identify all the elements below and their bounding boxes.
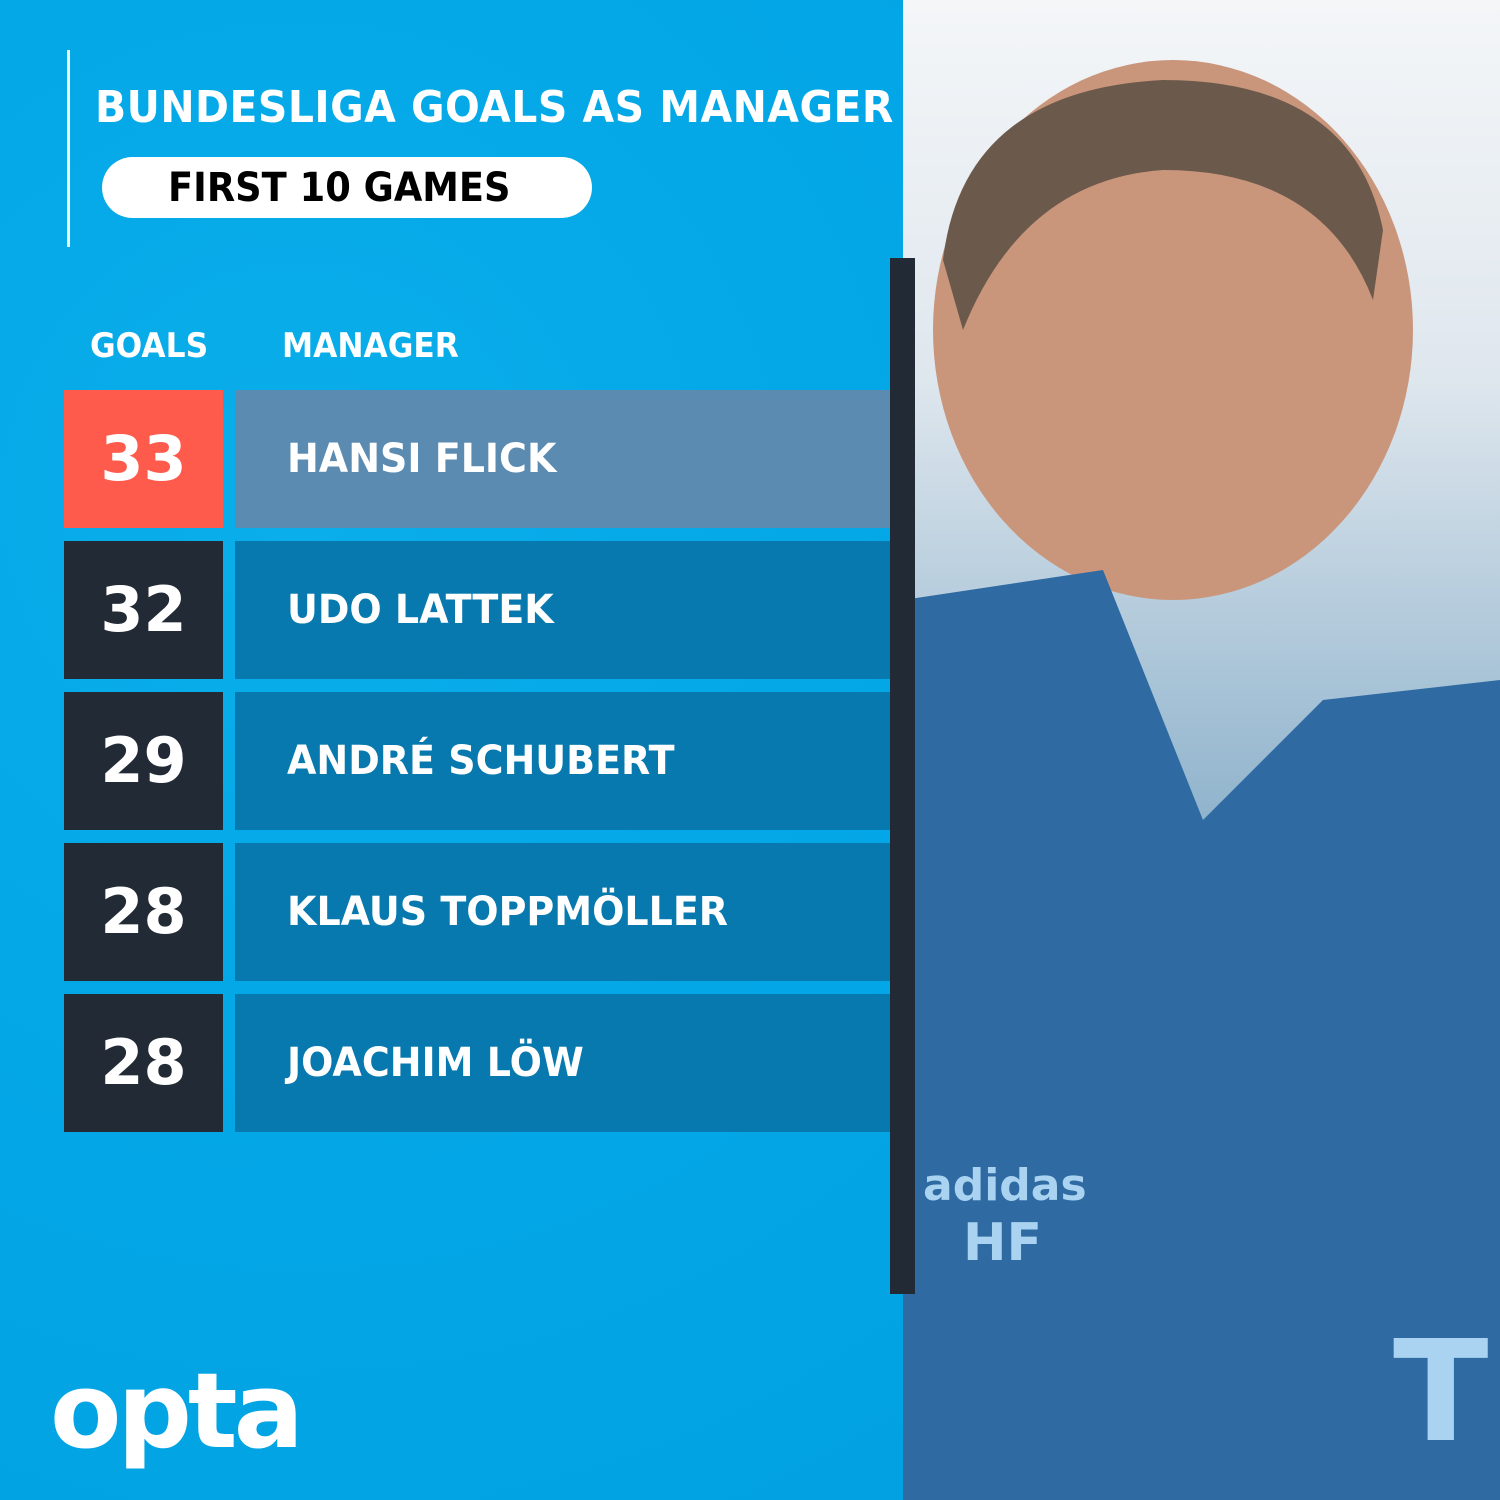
sponsor-logo: T (1393, 1311, 1489, 1474)
table-row: 33 HANSI FLICK (64, 390, 890, 528)
manager-name-box: HANSI FLICK (235, 390, 890, 528)
table-row: 29 ANDRÉ SCHUBERT (64, 692, 890, 830)
jacket-brand-text: adidas (923, 1160, 1087, 1211)
opta-logo: opta (50, 1350, 304, 1472)
manager-name: JOACHIM LÖW (287, 1040, 584, 1086)
subtitle: FIRST 10 GAMES (168, 165, 511, 211)
hair-shape (943, 80, 1383, 330)
manager-name: HANSI FLICK (287, 436, 557, 482)
table-row: 28 KLAUS TOPPMÖLLER (64, 843, 890, 981)
table-row: 32 UDO LATTEK (64, 541, 890, 679)
jacket-shape (903, 570, 1500, 1500)
manager-name: ANDRÉ SCHUBERT (287, 738, 675, 784)
column-header-manager: MANAGER (282, 326, 459, 366)
goals-value: 28 (64, 994, 223, 1132)
page-title: BUNDESLIGA GOALS AS MANAGER (95, 82, 894, 133)
goals-value: 33 (64, 390, 223, 528)
goals-value: 32 (64, 541, 223, 679)
manager-photo: adidas HF T (903, 0, 1500, 1500)
accent-bar (890, 258, 915, 1294)
portrait-illustration: adidas HF T (903, 60, 1500, 1500)
column-header-goals: GOALS (90, 326, 209, 366)
manager-name-box: KLAUS TOPPMÖLLER (235, 843, 890, 981)
manager-name-box: UDO LATTEK (235, 541, 890, 679)
manager-name: KLAUS TOPPMÖLLER (287, 889, 729, 935)
divider (67, 50, 70, 247)
manager-name-box: JOACHIM LÖW (235, 994, 890, 1132)
jacket-initials-text: HF (963, 1213, 1042, 1273)
manager-name-box: ANDRÉ SCHUBERT (235, 692, 890, 830)
goals-value: 28 (64, 843, 223, 981)
subtitle-badge: FIRST 10 GAMES (102, 157, 592, 218)
manager-name: UDO LATTEK (287, 587, 554, 633)
goals-value: 29 (64, 692, 223, 830)
table-row: 28 JOACHIM LÖW (64, 994, 890, 1132)
